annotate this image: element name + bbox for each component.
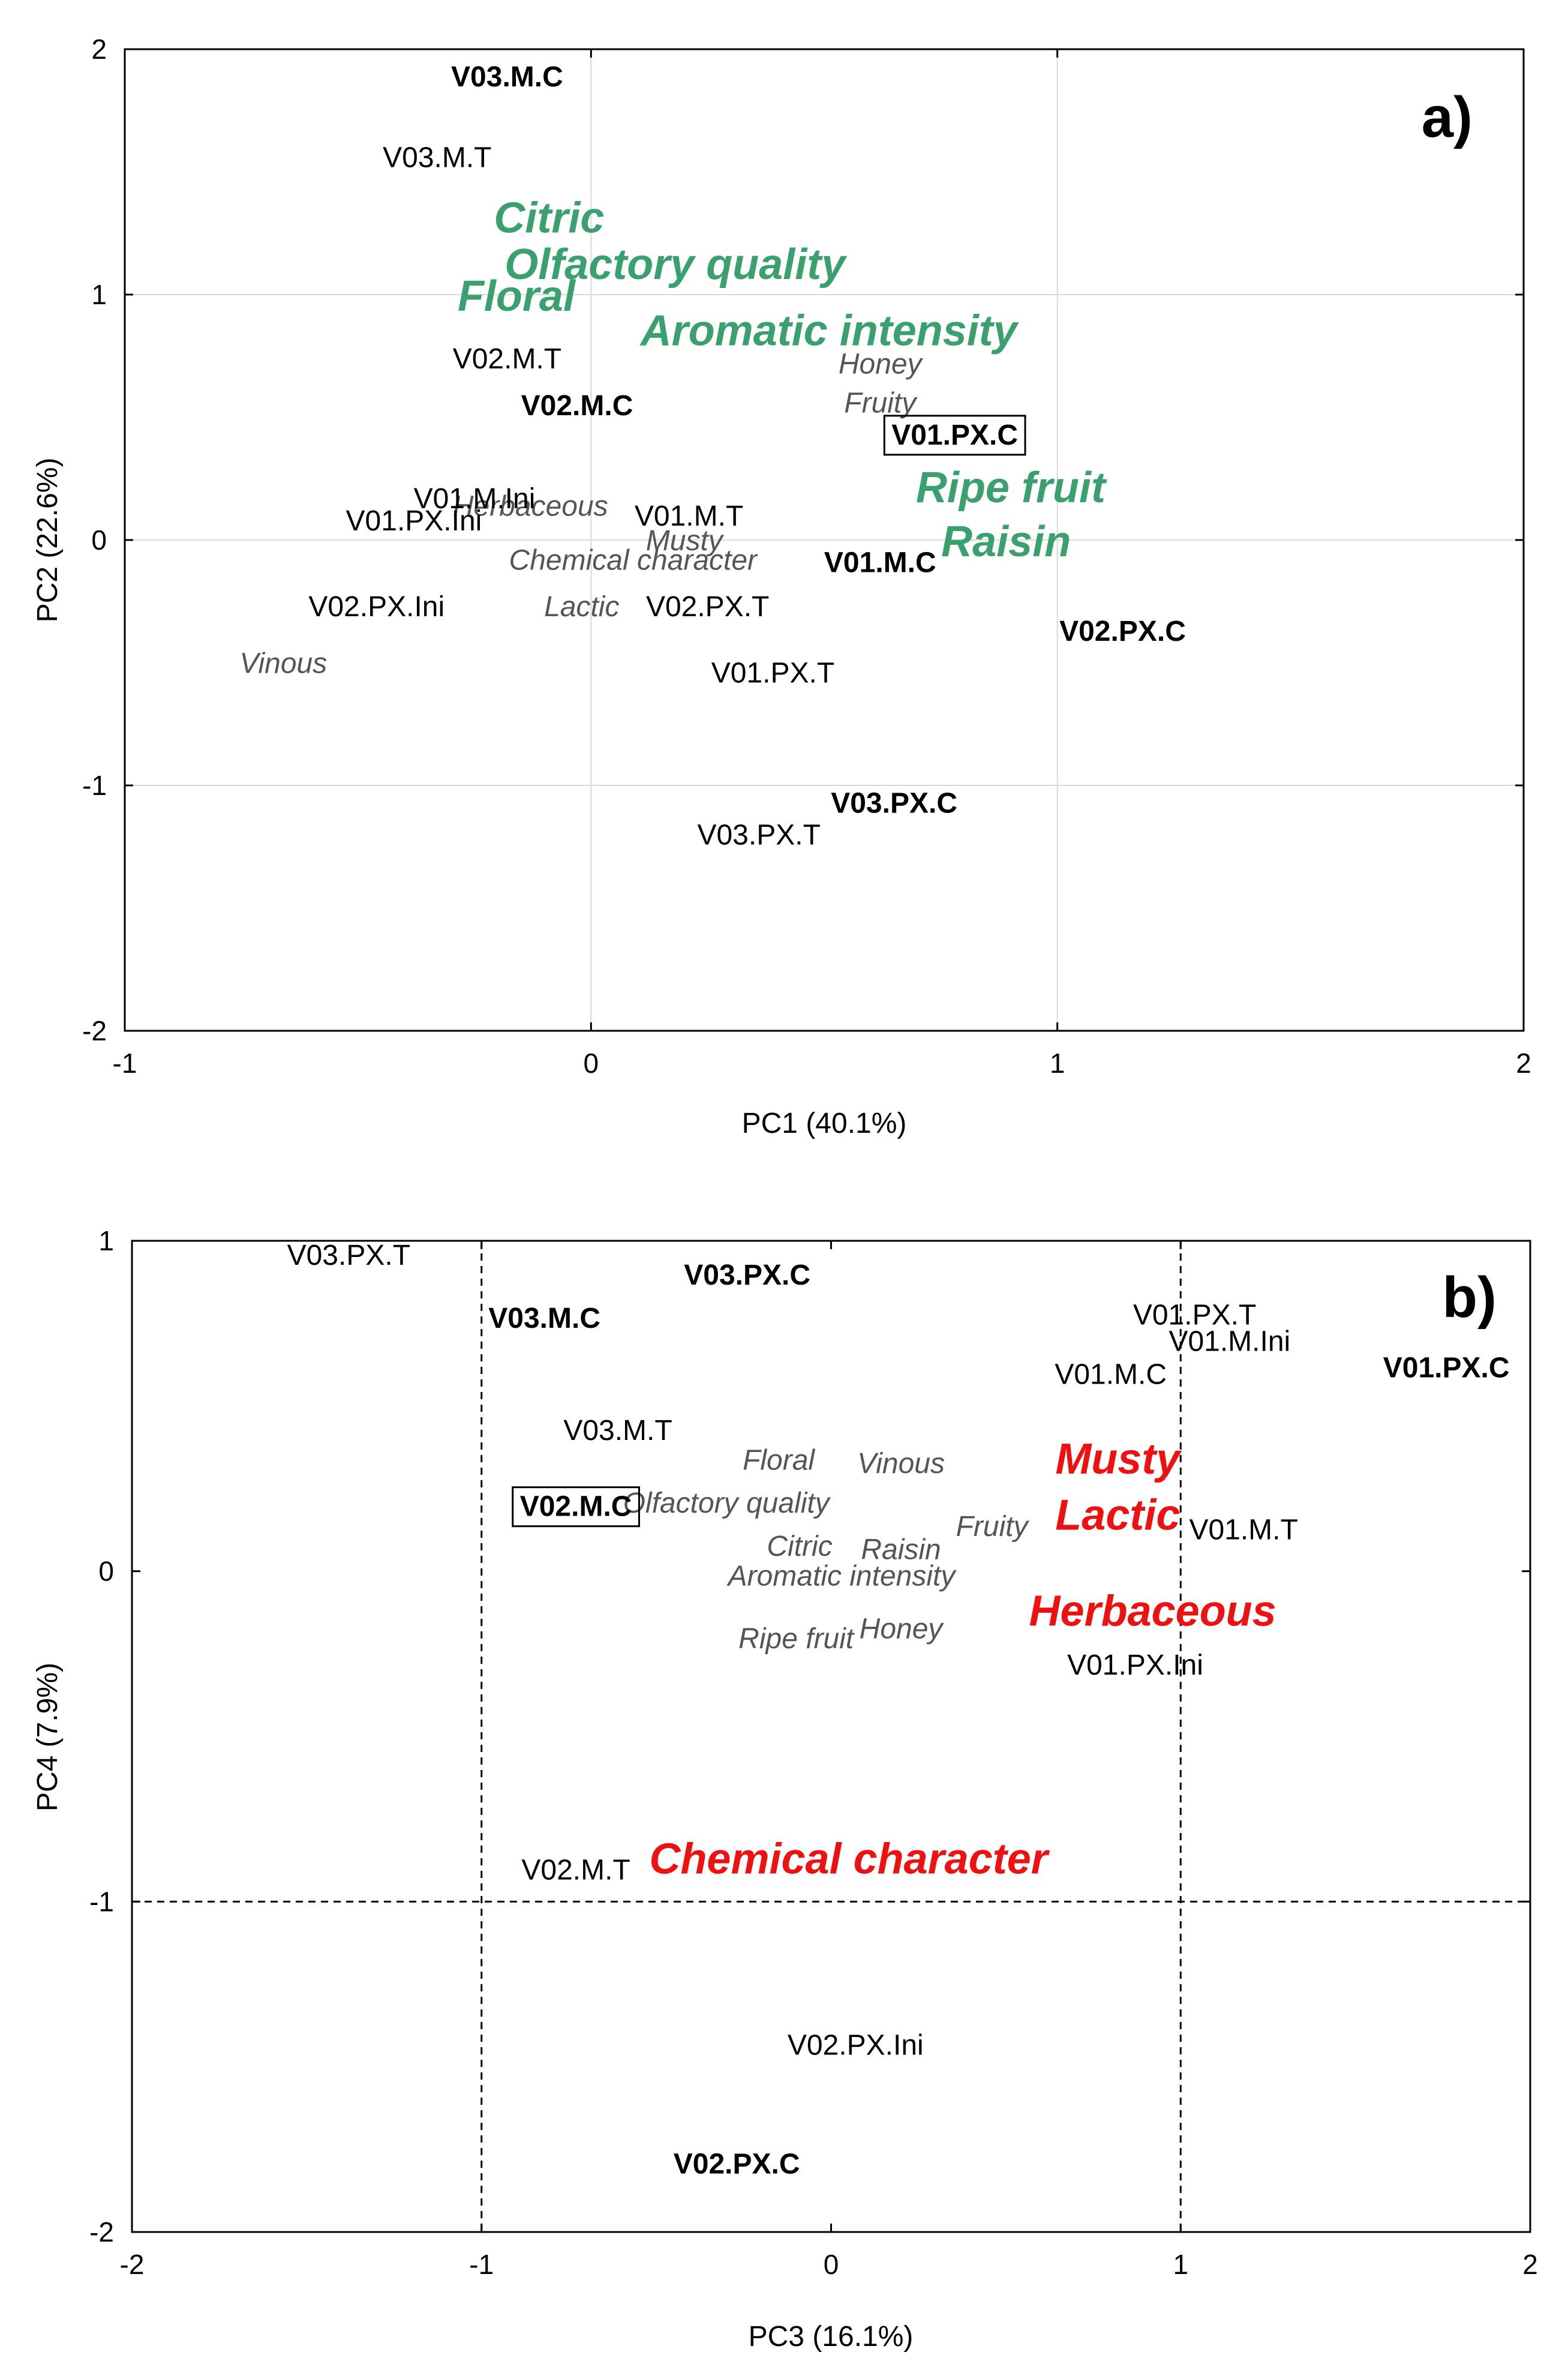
sample-label: V02.M.C <box>521 390 633 422</box>
sample-label: V01.PX.Ini <box>1067 1649 1203 1681</box>
x-tick-label: 2 <box>1516 1048 1531 1079</box>
attribute-label: Vinous <box>239 647 327 679</box>
panel-b-label: b) <box>1442 1265 1497 1330</box>
sample-label: V02.PX.Ini <box>308 591 444 623</box>
x-tick-label: -1 <box>469 2249 494 2280</box>
sample-label: V01.PX.T <box>1133 1299 1256 1331</box>
x-tick-label: 1 <box>1173 2249 1188 2280</box>
sample-label: V01.PX.C <box>1383 1352 1510 1384</box>
sample-label: V01.M.C <box>824 547 936 579</box>
sample-label: V03.PX.T <box>287 1240 410 1271</box>
sample-label: V02.M.T <box>453 343 561 375</box>
attribute-label: Aromatic intensity <box>726 1560 957 1592</box>
y-tick-label: 1 <box>98 1225 114 1256</box>
highlight-box <box>883 415 1026 456</box>
highlighted-attribute-label: Musty <box>1055 1435 1182 1483</box>
panel-b-y-axis-label: PC4 (7.9%) <box>32 1663 64 1811</box>
panel-a-x-axis-label: PC1 (40.1%) <box>742 1108 907 1139</box>
sample-label: V02.PX.Ini <box>788 2029 924 2061</box>
attribute-label: Honey <box>839 348 924 380</box>
attribute-label: Raisin <box>861 1534 941 1565</box>
highlighted-attribute-label: Aromatic intensity <box>639 307 1020 355</box>
highlighted-attribute-label: Floral <box>458 272 576 320</box>
sample-label: V03.M.T <box>563 1415 672 1447</box>
sample-label: V02.PX.T <box>646 591 769 623</box>
attribute-label: Honey <box>860 1613 945 1645</box>
attribute-label: Floral <box>743 1445 815 1477</box>
x-tick-label: -1 <box>113 1048 137 1079</box>
sample-label: V01.PX.Ini <box>346 505 482 537</box>
sample-label: V03.M.C <box>488 1303 600 1334</box>
y-tick-label: 0 <box>98 1556 114 1587</box>
x-tick-label: -2 <box>120 2249 145 2280</box>
sample-label: V02.M.C <box>520 1491 632 1523</box>
sample-label: V02.PX.C <box>674 2149 800 2180</box>
sample-label: V01.M.Ini <box>1169 1325 1290 1357</box>
y-tick-label: 0 <box>91 524 107 556</box>
y-tick-label: 2 <box>91 34 107 65</box>
sample-label: V01.M.T <box>635 500 743 532</box>
y-tick-label: -1 <box>89 1886 114 1917</box>
highlighted-attribute-label: Olfactory quality <box>504 241 848 289</box>
highlighted-attribute-label: Citric <box>494 194 604 242</box>
attribute-label: Citric <box>767 1531 832 1562</box>
highlighted-attribute-label: Herbaceous <box>1029 1587 1276 1635</box>
panel-a-y-axis-label: PC2 (22.6%) <box>32 458 64 623</box>
y-tick-label: 1 <box>91 279 107 310</box>
x-tick-label: 1 <box>1050 1048 1065 1079</box>
panel-b-x-axis-label: PC3 (16.1%) <box>749 2321 914 2353</box>
sample-label: V01.M.T <box>1189 1514 1297 1546</box>
x-tick-label: 0 <box>824 2249 839 2280</box>
highlighted-attribute-label: Chemical character <box>649 1835 1050 1883</box>
y-tick-label: -1 <box>82 770 107 801</box>
sample-label: V02.M.T <box>521 1854 630 1886</box>
attribute-label: Fruity <box>956 1511 1030 1543</box>
y-tick-label: -2 <box>89 2216 114 2248</box>
attribute-label: Chemical character <box>509 544 759 576</box>
sample-label: V01.PX.T <box>711 658 834 689</box>
x-tick-label: 2 <box>1522 2249 1538 2280</box>
y-tick-label: -2 <box>82 1015 107 1046</box>
x-tick-label: 0 <box>584 1048 599 1079</box>
panel-b: -2 -1 0 1 2 -2 -1 0 1 Floral Vinous Olfactory qual… <box>32 1225 1538 2353</box>
attribute-label: Olfactory quality <box>623 1487 831 1519</box>
sample-label: V03.M.C <box>451 61 563 93</box>
highlighted-attribute-label: Raisin <box>941 518 1071 566</box>
highlighted-attribute-label: Ripe fruit <box>916 464 1107 512</box>
attribute-label: Ripe fruit <box>738 1623 855 1655</box>
sample-label: V01.M.Ini <box>414 483 536 515</box>
sample-label: V01.PX.C <box>891 419 1018 451</box>
sample-label: V03.M.T <box>383 142 491 174</box>
sample-label: V03.PX.C <box>684 1259 810 1291</box>
sample-label: V02.PX.C <box>1059 616 1186 647</box>
attribute-label: Lactic <box>544 591 619 623</box>
attribute-label: Musty <box>646 525 725 557</box>
attribute-label: Vinous <box>857 1448 945 1480</box>
sample-label: V03.PX.C <box>831 787 957 819</box>
panel-a-label: a) <box>1422 85 1473 149</box>
highlight-box <box>512 1486 640 1528</box>
attribute-label: Fruity <box>844 388 918 419</box>
sample-label: V01.M.C <box>1055 1358 1167 1390</box>
sample-label: V03.PX.T <box>697 820 820 851</box>
highlighted-attribute-label: Lactic <box>1055 1492 1180 1540</box>
attribute-label: Herbaceous <box>453 491 608 523</box>
